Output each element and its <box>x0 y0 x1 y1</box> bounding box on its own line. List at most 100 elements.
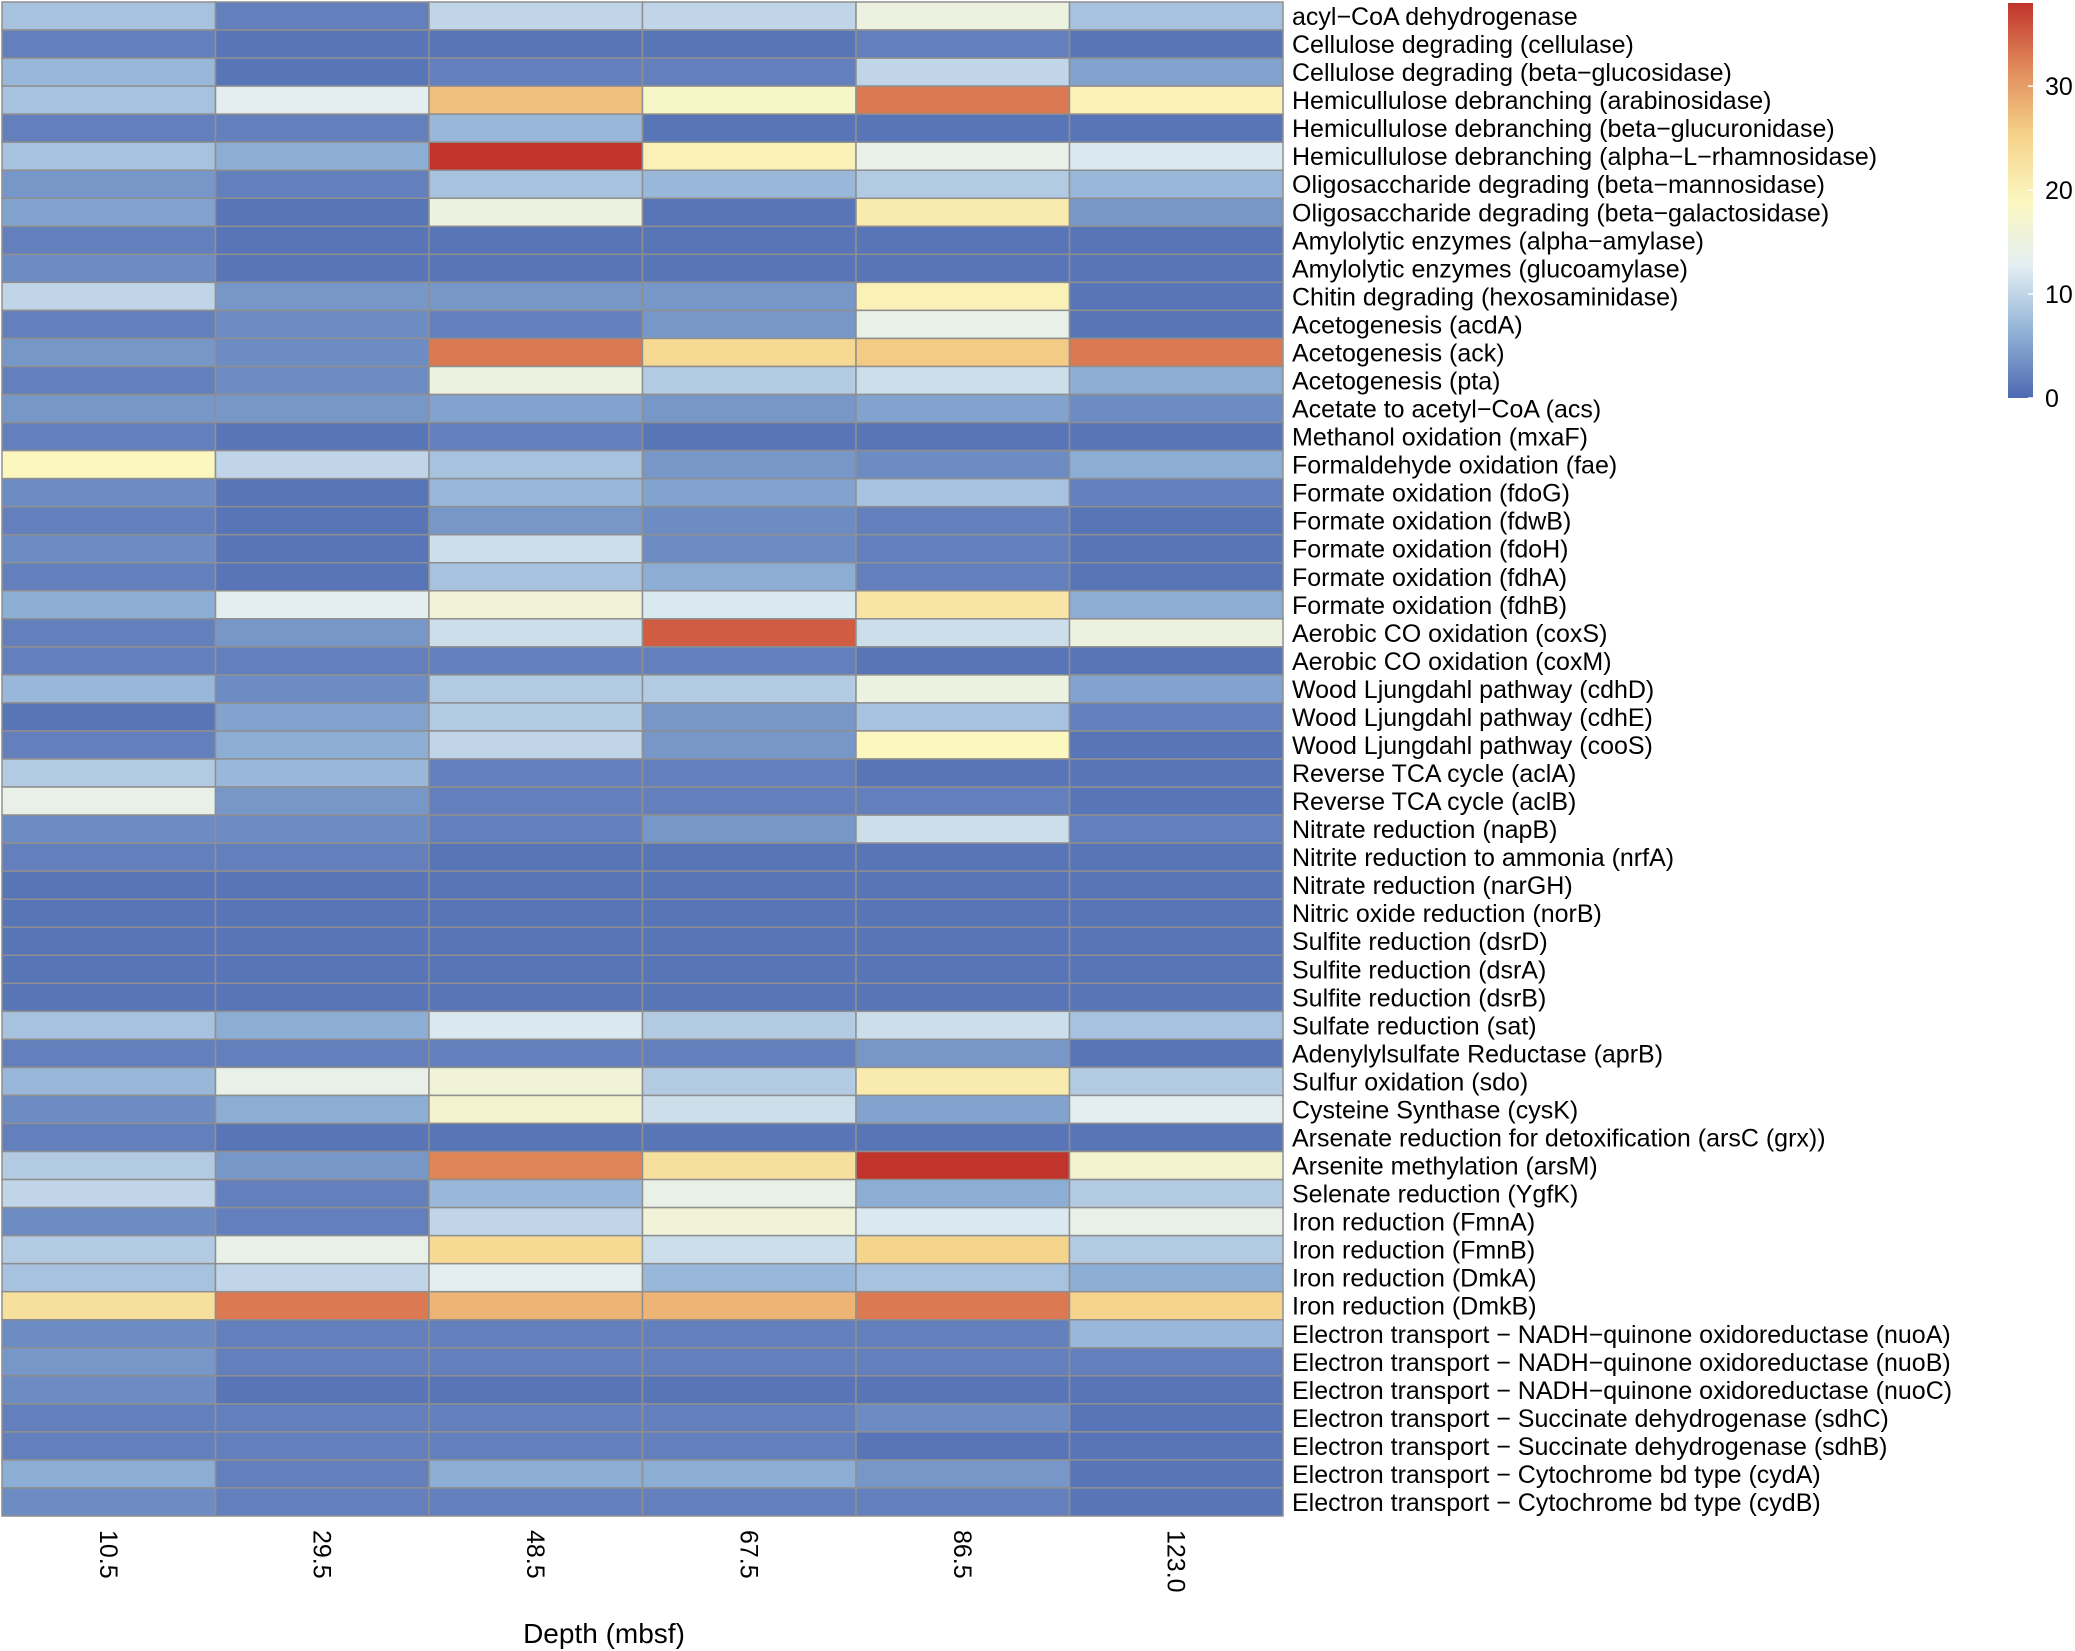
heatmap-cell <box>428 1038 644 1069</box>
heatmap-cell <box>1068 477 1284 508</box>
row-label: Acetogenesis (acdA) <box>1292 311 1523 339</box>
heatmap-cell <box>428 309 644 340</box>
heatmap-cell <box>1068 1487 1284 1517</box>
heatmap-cell <box>641 533 857 564</box>
heatmap-cell <box>1068 309 1284 340</box>
heatmap-cell <box>1 533 217 564</box>
heatmap-cell <box>1068 1431 1284 1461</box>
heatmap-cell <box>855 982 1071 1013</box>
heatmap-cell <box>428 1262 644 1293</box>
heatmap-cell <box>641 954 857 985</box>
row-label: Cellulose degrading (cellulase) <box>1292 31 1634 59</box>
row-label: Nitric oxide reduction (norB) <box>1292 900 1602 928</box>
row-label: Selenate reduction (YgfK) <box>1292 1181 1578 1209</box>
heatmap-cell <box>1 1 217 31</box>
row-label: Electron transport − Cytochrome bd type … <box>1292 1461 1821 1489</box>
row-label: Electron transport − NADH−quinone oxidor… <box>1292 1377 1952 1405</box>
heatmap-cell <box>214 421 430 452</box>
heatmap-cell <box>641 113 857 143</box>
heatmap-cell <box>1 141 217 171</box>
heatmap-cell <box>855 646 1071 676</box>
heatmap-cell <box>641 1234 857 1265</box>
colorbar-tick-label: 20 <box>2045 177 2073 205</box>
heatmap-cell <box>1068 1122 1284 1153</box>
heatmap-cell <box>855 169 1071 200</box>
heatmap-cell <box>1068 1 1284 31</box>
heatmap-cell <box>428 393 644 424</box>
heatmap-cell <box>1 169 217 200</box>
heatmap-cell <box>1068 393 1284 424</box>
heatmap-cell <box>214 1178 430 1209</box>
heatmap-cell <box>641 842 857 872</box>
heatmap-cell <box>428 29 644 59</box>
row-label: Aerobic CO oxidation (coxM) <box>1292 648 1612 676</box>
heatmap-cell <box>1 421 217 452</box>
heatmap-cell <box>641 1487 857 1517</box>
heatmap-cell <box>1 618 217 648</box>
heatmap-cell <box>855 898 1071 928</box>
heatmap-cell <box>641 1150 857 1181</box>
heatmap-cell <box>1 898 217 928</box>
heatmap-cell <box>428 421 644 452</box>
heatmap-cell <box>855 421 1071 452</box>
heatmap-cell <box>1068 197 1284 228</box>
heatmap-cell <box>1 1262 217 1293</box>
heatmap-cell <box>855 1234 1071 1265</box>
row-label: Sulfite reduction (dsrA) <box>1292 956 1546 984</box>
heatmap-cell <box>214 1122 430 1153</box>
heatmap-cell <box>214 1318 430 1349</box>
heatmap-cell <box>428 1150 644 1181</box>
heatmap-cell <box>855 85 1071 115</box>
heatmap-cell <box>214 141 430 171</box>
heatmap-cell <box>855 309 1071 340</box>
heatmap-cell <box>214 1234 430 1265</box>
heatmap-cell <box>855 926 1071 957</box>
heatmap-cell <box>855 477 1071 508</box>
heatmap-cell <box>855 533 1071 564</box>
heatmap-cell <box>214 814 430 844</box>
heatmap-cell <box>1 561 217 592</box>
heatmap-cell <box>214 113 430 143</box>
heatmap-cell <box>1 1459 217 1489</box>
heatmap-cell <box>641 786 857 816</box>
heatmap-cell <box>641 1431 857 1461</box>
heatmap-cell <box>855 57 1071 87</box>
heatmap-cell <box>855 365 1071 396</box>
heatmap-cell <box>1068 898 1284 928</box>
heatmap-cell <box>1068 1206 1284 1237</box>
heatmap-cell <box>214 281 430 312</box>
heatmap-cell <box>1068 141 1284 171</box>
heatmap-cell <box>1068 253 1284 284</box>
heatmap-cell <box>428 477 644 508</box>
x-axis-title: Depth (mbsf) <box>523 1618 685 1649</box>
heatmap-cell <box>1 1347 217 1377</box>
heatmap-cell <box>214 309 430 340</box>
heatmap-cell <box>214 393 430 424</box>
heatmap-cell <box>1 1403 217 1433</box>
heatmap-cell <box>641 449 857 480</box>
heatmap-cell <box>214 842 430 872</box>
heatmap-cell <box>641 253 857 284</box>
row-label: Iron reduction (FmnA) <box>1292 1209 1535 1237</box>
colorbar-tick-label: 0 <box>2045 385 2059 413</box>
heatmap-cell <box>214 926 430 957</box>
heatmap-cell <box>214 505 430 536</box>
heatmap-cell <box>428 1066 644 1097</box>
heatmap-cell <box>641 561 857 592</box>
heatmap-cell <box>641 618 857 648</box>
heatmap-cell <box>1 954 217 985</box>
heatmap-cell <box>855 1150 1071 1181</box>
row-label: Aerobic CO oxidation (coxS) <box>1292 620 1607 648</box>
heatmap-cell <box>1 337 217 368</box>
heatmap-cell <box>428 225 644 256</box>
heatmap-cell <box>428 57 644 87</box>
heatmap-cell <box>214 1094 430 1125</box>
heatmap-cell <box>641 926 857 957</box>
heatmap-cell <box>428 1318 644 1349</box>
heatmap-cell <box>1 1431 217 1461</box>
heatmap-cell <box>1 1038 217 1069</box>
heatmap-cell <box>855 1431 1071 1461</box>
heatmap-cell <box>428 702 644 732</box>
heatmap-cell <box>855 281 1071 312</box>
heatmap-cell <box>214 954 430 985</box>
